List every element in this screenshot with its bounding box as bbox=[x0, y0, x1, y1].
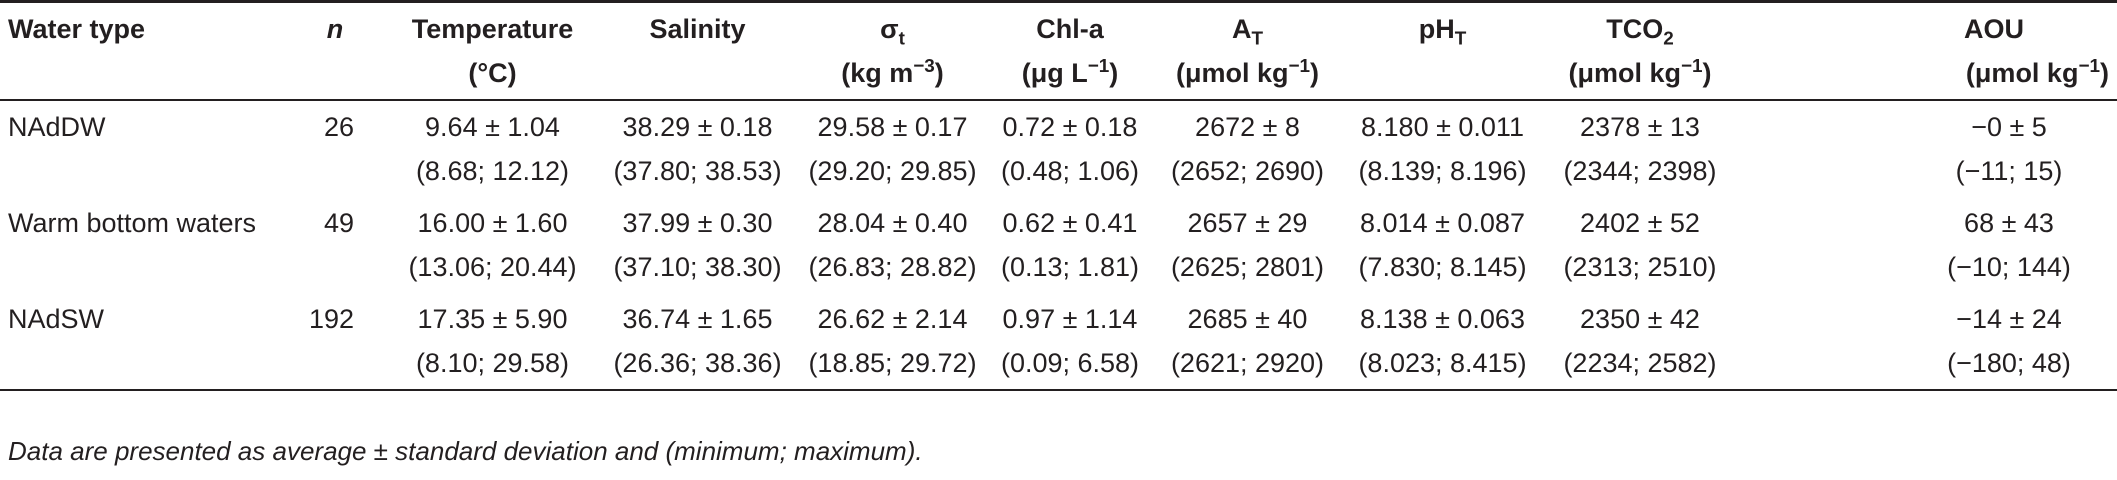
cell-chl-a: 0.72 ± 0.18 (0.48; 1.06) bbox=[1000, 112, 1140, 186]
cell-temperature: 16.00 ± 1.60 (13.06; 20.44) bbox=[408, 208, 577, 282]
cell-sigma-t: 29.58 ± 0.17 (29.20; 29.85) bbox=[808, 112, 977, 186]
header-at: AT (μmol kg−1) bbox=[1175, 14, 1320, 88]
cell-tco2: 2350 ± 42 (2234; 2582) bbox=[1563, 304, 1717, 378]
cell-water-type: NAdDW bbox=[8, 112, 106, 142]
cell-at: 2672 ± 8 (2652; 2690) bbox=[1170, 112, 1325, 186]
cell-aou: −14 ± 24 (−180; 48) bbox=[1947, 304, 2071, 378]
table-header-row: Water type n Temperature (°C) Salinity σ… bbox=[0, 1, 2117, 100]
cell-chl-a: 0.62 ± 0.41 (0.13; 1.81) bbox=[1000, 208, 1140, 282]
header-temperature: Temperature (°C) bbox=[411, 14, 574, 88]
cell-salinity: 37.99 ± 0.30 (37.10; 38.30) bbox=[613, 208, 782, 282]
cell-temperature: 17.35 ± 5.90 (8.10; 29.58) bbox=[415, 304, 570, 378]
cell-sigma-t: 26.62 ± 2.14 (18.85; 29.72) bbox=[808, 304, 977, 378]
table-row: NAdSW 192 17.35 ± 5.90 (8.10; 29.58) 36.7… bbox=[0, 293, 2117, 390]
header-aou: AOU (μmol kg−1) bbox=[1964, 14, 2109, 88]
cell-aou: 68 ± 43 (−10; 144) bbox=[1947, 208, 2071, 282]
cell-salinity: 38.29 ± 0.18 (37.80; 38.53) bbox=[613, 112, 782, 186]
cell-n: 49 bbox=[323, 208, 354, 238]
data-table-container: Water type n Temperature (°C) Salinity σ… bbox=[0, 1, 2117, 390]
header-salinity: Salinity bbox=[649, 14, 746, 44]
header-chl-a: Chl-a (μg L−1) bbox=[1021, 14, 1119, 88]
table-row: NAdDW 26 9.64 ± 1.04 (8.68; 12.12) 38.29 … bbox=[0, 100, 2117, 197]
header-tco2: TCO2 (μmol kg−1) bbox=[1568, 14, 1712, 88]
cell-at: 2657 ± 29 (2625; 2801) bbox=[1170, 208, 1325, 282]
cell-chl-a: 0.97 ± 1.14 (0.09; 6.58) bbox=[1000, 304, 1140, 378]
cell-pht: 8.138 ± 0.063 (8.023; 8.415) bbox=[1358, 304, 1527, 378]
cell-water-type: Warm bottom waters bbox=[8, 208, 257, 238]
header-pht: pHT bbox=[1418, 14, 1467, 50]
header-sigma-t: σt (kg m−3) bbox=[841, 14, 944, 88]
cell-temperature: 9.64 ± 1.04 (8.68; 12.12) bbox=[415, 112, 570, 186]
water-type-table: Water type n Temperature (°C) Salinity σ… bbox=[0, 1, 2117, 390]
cell-tco2: 2378 ± 13 (2344; 2398) bbox=[1563, 112, 1717, 186]
cell-at: 2685 ± 40 (2621; 2920) bbox=[1170, 304, 1325, 378]
table-row: Warm bottom waters 49 16.00 ± 1.60 (13.06… bbox=[0, 197, 2117, 293]
cell-pht: 8.014 ± 0.087 (7.830; 8.145) bbox=[1358, 208, 1527, 282]
cell-pht: 8.180 ± 0.011 (8.139; 8.196) bbox=[1358, 112, 1527, 186]
table-footnote: Data are presented as average ± standard… bbox=[8, 436, 923, 466]
cell-aou: −0 ± 5 (−11; 15) bbox=[1955, 112, 2063, 186]
cell-salinity: 36.74 ± 1.65 (26.36; 38.36) bbox=[613, 304, 782, 378]
header-n: n bbox=[326, 14, 344, 44]
cell-n: 26 bbox=[323, 112, 354, 142]
header-water-type: Water type bbox=[8, 14, 146, 44]
cell-water-type: NAdSW bbox=[8, 304, 105, 334]
cell-tco2: 2402 ± 52 (2313; 2510) bbox=[1563, 208, 1717, 282]
cell-n: 192 bbox=[308, 304, 354, 334]
cell-sigma-t: 28.04 ± 0.40 (26.83; 28.82) bbox=[808, 208, 977, 282]
